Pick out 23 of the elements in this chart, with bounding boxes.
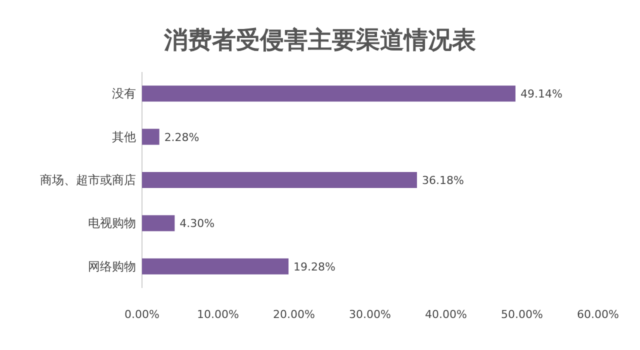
- data-label: 49.14%: [520, 88, 562, 101]
- y-tick-label: 其他: [112, 130, 136, 144]
- x-tick-label: 30.00%: [349, 308, 391, 321]
- data-label: 19.28%: [294, 260, 336, 274]
- data-label: 4.30%: [180, 217, 215, 230]
- data-label: 2.28%: [164, 130, 200, 144]
- y-tick-label: 电视购物: [88, 216, 136, 230]
- x-tick-label: 60.00%: [577, 308, 619, 321]
- x-tick-label: 50.00%: [501, 308, 543, 321]
- y-tick-label: 网络购物: [88, 259, 136, 274]
- bar: [142, 215, 175, 232]
- chart-title: 消费者受侵害主要渠道情况表: [163, 26, 476, 54]
- x-tick-label: 0.00%: [124, 308, 160, 321]
- x-tick-label: 20.00%: [273, 308, 315, 321]
- x-tick-label: 40.00%: [425, 308, 467, 321]
- y-tick-label: 商场、超市或商店: [40, 173, 136, 187]
- bar: [142, 128, 160, 145]
- bar: [142, 172, 417, 188]
- bar: [142, 86, 516, 102]
- data-label: 36.18%: [422, 174, 464, 187]
- bar: [142, 258, 289, 274]
- y-tick-label: 没有: [112, 86, 136, 101]
- x-tick-label: 10.00%: [197, 308, 239, 321]
